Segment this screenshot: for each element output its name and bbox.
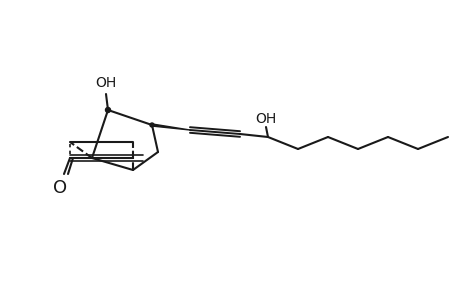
Text: O: O bbox=[53, 179, 67, 197]
Circle shape bbox=[150, 123, 154, 127]
Text: OH: OH bbox=[95, 76, 117, 90]
Text: OH: OH bbox=[255, 112, 276, 126]
Polygon shape bbox=[151, 124, 190, 130]
Circle shape bbox=[105, 107, 110, 112]
